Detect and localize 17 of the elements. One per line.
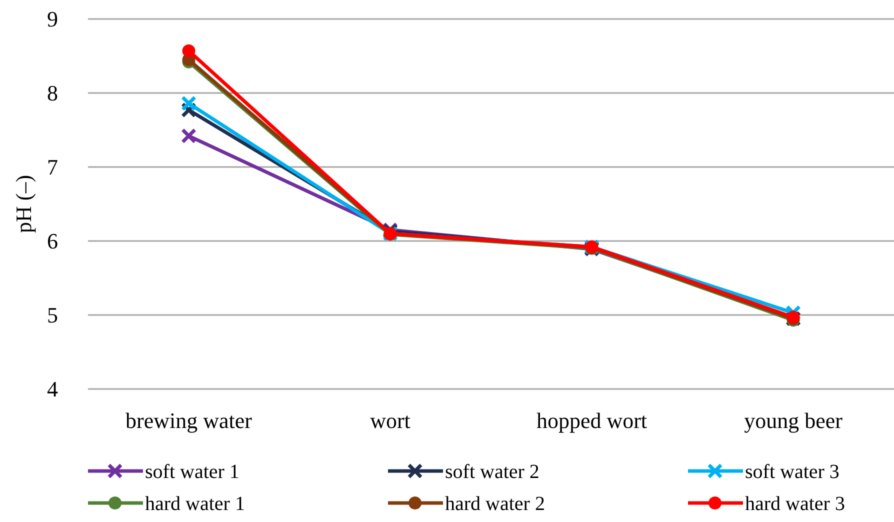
y-tick-label: 9 — [47, 6, 58, 32]
legend-label: soft water 1 — [145, 461, 240, 483]
x-tick-label: wort — [370, 408, 410, 433]
legend-label: hard water 1 — [145, 493, 245, 515]
legend-label: soft water 3 — [745, 461, 840, 483]
legend-label: soft water 2 — [445, 461, 540, 483]
y-tick-label: 8 — [47, 80, 58, 106]
legend-label: hard water 2 — [445, 493, 545, 515]
x-tick-label: young beer — [744, 408, 844, 433]
x-tick-label: brewing water — [126, 408, 253, 433]
y-tick-label: 5 — [47, 302, 58, 328]
y-tick-label: 6 — [47, 228, 58, 254]
y-axis-title: pH (–) — [11, 174, 36, 234]
x-tick-label: hopped wort — [536, 408, 648, 433]
y-tick-label: 7 — [47, 154, 58, 180]
y-tick-label: 4 — [47, 376, 58, 402]
legend-label: hard water 3 — [745, 493, 845, 515]
